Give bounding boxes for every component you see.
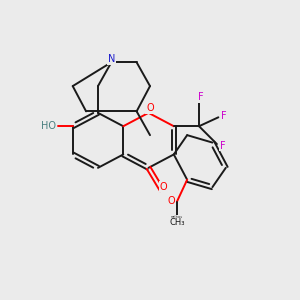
Text: O: O bbox=[160, 182, 167, 192]
Text: HO: HO bbox=[41, 121, 56, 131]
Text: F: F bbox=[220, 140, 226, 151]
Text: F: F bbox=[221, 111, 227, 121]
Text: O: O bbox=[146, 103, 154, 113]
Text: CH₃: CH₃ bbox=[169, 218, 184, 227]
Text: methoxy: methoxy bbox=[171, 215, 183, 219]
Text: N: N bbox=[108, 54, 115, 64]
Text: O: O bbox=[168, 196, 175, 206]
Text: F: F bbox=[198, 92, 203, 102]
